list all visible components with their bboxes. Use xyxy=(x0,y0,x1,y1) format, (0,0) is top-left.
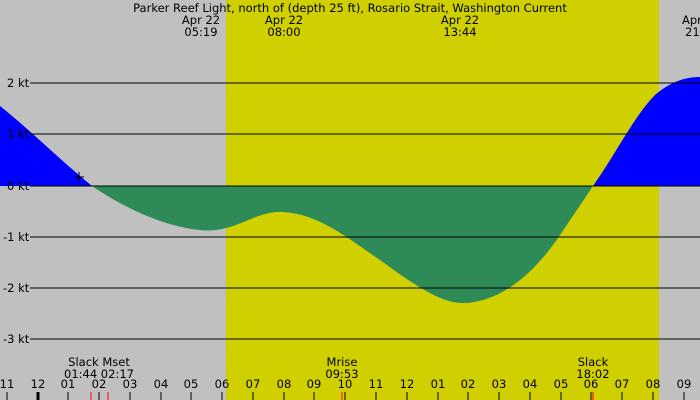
footer-event-time: 18:02 xyxy=(576,367,610,381)
footer-event-label: Slack xyxy=(577,355,609,369)
x-tick-label: 05 xyxy=(183,377,199,391)
chart-title: Parker Reef Light, north of (depth 25 ft… xyxy=(133,1,567,15)
footer-event-time: 01:44 02:17 xyxy=(64,367,134,381)
x-tick-label: 01 xyxy=(60,377,76,391)
x-tick-label: 02 xyxy=(460,377,476,391)
x-tick-label: 08 xyxy=(645,377,661,391)
x-tick-label: 11 xyxy=(368,377,384,391)
footer-event-label: Mrise xyxy=(326,355,358,369)
x-tick-label: 07 xyxy=(614,377,630,391)
flood-area-right xyxy=(593,77,700,186)
x-tick-label: 09 xyxy=(306,377,322,391)
x-tick-label: 10 xyxy=(337,377,353,391)
event-markers xyxy=(90,392,594,400)
header-event-date: Apr 22 xyxy=(440,13,480,27)
x-tick-label: 04 xyxy=(153,377,169,391)
x-tick-label: 03 xyxy=(122,377,138,391)
x-tick-label: 07 xyxy=(245,377,261,391)
x-tick-label: 08 xyxy=(276,377,292,391)
hour-ticks xyxy=(6,392,685,400)
x-tick-label: 06 xyxy=(214,377,230,391)
x-tick-label: 05 xyxy=(553,377,569,391)
header-event-time: 05:19 xyxy=(184,25,218,39)
footer-event-time: 09:53 xyxy=(325,367,359,381)
slack-marker-icon xyxy=(74,172,84,182)
header-event-date: Apr xyxy=(682,13,700,27)
header-event-time: 13:44 xyxy=(443,25,477,39)
header-event-time: 21 xyxy=(685,25,700,39)
y-tick-label: -1 kt xyxy=(3,230,30,244)
y-tick-label: -2 kt xyxy=(3,281,30,295)
header-event-date: Apr 22 xyxy=(264,13,304,27)
x-tick-label: 01 xyxy=(430,377,446,391)
header-event-time: 08:00 xyxy=(267,25,301,39)
flood-area-left xyxy=(0,106,92,186)
header-event-date: Apr 22 xyxy=(181,13,221,27)
x-tick-label: 12 xyxy=(30,377,46,391)
x-tick-label: 03 xyxy=(491,377,507,391)
x-tick-label: 06 xyxy=(583,377,599,391)
y-tick-label: -3 kt xyxy=(3,332,30,346)
y-tick-label: 2 kt xyxy=(7,76,30,90)
x-tick-label: 12 xyxy=(399,377,415,391)
x-tick-label: 09 xyxy=(676,377,692,391)
y-tick-label: 0 kt xyxy=(7,179,30,193)
x-tick-label: 04 xyxy=(522,377,538,391)
x-tick-label: 11 xyxy=(0,377,15,391)
y-tick-label: 1 kt xyxy=(7,127,30,141)
x-tick-label: 02 xyxy=(91,377,107,391)
ebb-area xyxy=(92,186,593,303)
footer-event-label: Slack Mset xyxy=(68,355,130,369)
